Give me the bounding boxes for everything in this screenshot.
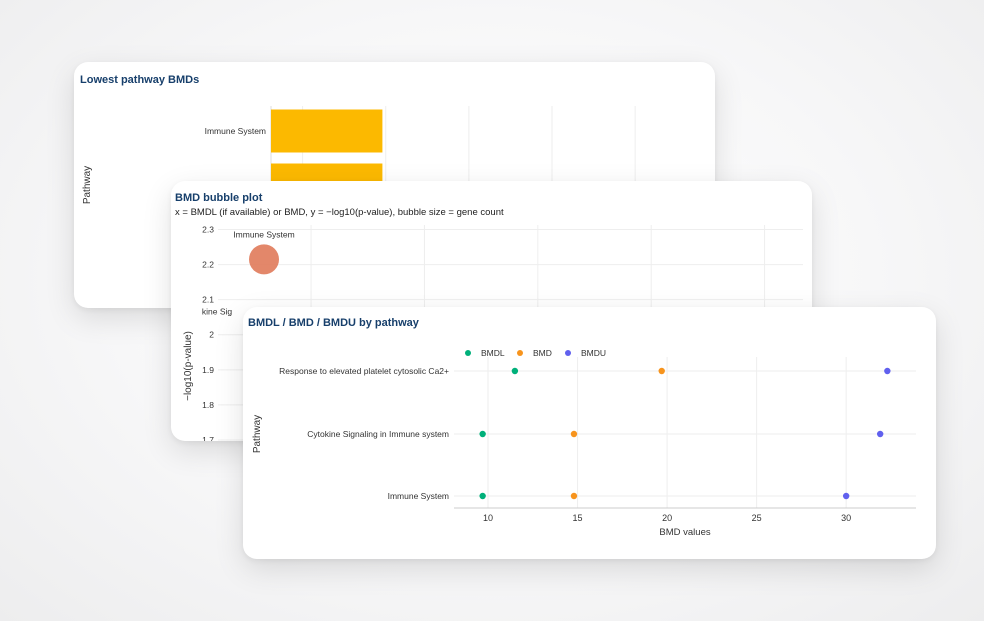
x-tick-label: 15: [573, 513, 583, 523]
bar: [271, 109, 383, 153]
y-tick-label: 1.8: [202, 400, 214, 410]
legend-label: BMDL: [481, 348, 505, 358]
y-axis-title: −log10(p-value): [183, 331, 194, 401]
y-tick-label: Immune System: [205, 126, 266, 136]
y-tick-label: Immune System: [388, 491, 449, 501]
legend-label: BMD: [533, 348, 552, 358]
x-axis-title: BMD values: [659, 527, 710, 538]
card-title: Lowest pathway BMDs: [80, 74, 200, 86]
x-tick-label: 30: [841, 513, 851, 523]
x-tick-label: 25: [752, 513, 762, 523]
bubble-label: kine Sig: [202, 307, 233, 317]
legend-marker: [465, 350, 471, 356]
data-point-bmdu: [884, 367, 891, 375]
data-point-bmdu: [842, 492, 850, 500]
card-title: BMD bubble plot: [175, 192, 263, 204]
data-point-bmd: [658, 367, 665, 375]
y-tick-label: 2: [209, 330, 214, 340]
y-tick-label: 1.9: [202, 365, 214, 375]
bmdl-bmd-bmdu-chart: 10 15 20 25 30 Response to elevated platelet …: [252, 348, 916, 538]
data-point-bmdl: [479, 430, 486, 438]
bubble: [249, 244, 280, 275]
y-tick-label: 2.2: [202, 260, 214, 270]
data-point-bmd: [570, 492, 578, 500]
legend-marker: [517, 350, 523, 356]
card-title: BMDL / BMD / BMDU by pathway: [248, 317, 419, 329]
y-axis-title: Pathway: [82, 166, 93, 204]
y-tick-label: 1.7: [202, 435, 214, 441]
data-point-bmdl: [479, 492, 486, 500]
legend-marker: [565, 350, 571, 356]
data-point-bmd: [570, 430, 578, 438]
x-tick-label: 20: [662, 513, 672, 523]
y-axis-title: Pathway: [252, 415, 263, 453]
bmdl-bmd-bmdu-card: BMDL / BMD / BMDU by pathway 10 15 20 25 30 R…: [243, 307, 936, 559]
data-point-bmdl: [511, 367, 519, 375]
x-tick-label: 10: [483, 513, 493, 523]
y-tick-label: Cytokine Signaling in Immune system: [307, 429, 449, 439]
y-tick-label: 2.1: [202, 295, 214, 305]
data-point-bmdu: [876, 430, 884, 438]
y-tick-label: Response to elevated platelet cytosolic …: [279, 366, 449, 376]
legend-label: BMDU: [581, 348, 606, 358]
card-subtitle: x = BMDL (if available) or BMD, y = −log…: [175, 207, 504, 218]
y-tick-label: 2.3: [202, 225, 214, 235]
bubble-label: Immune System: [233, 229, 294, 239]
